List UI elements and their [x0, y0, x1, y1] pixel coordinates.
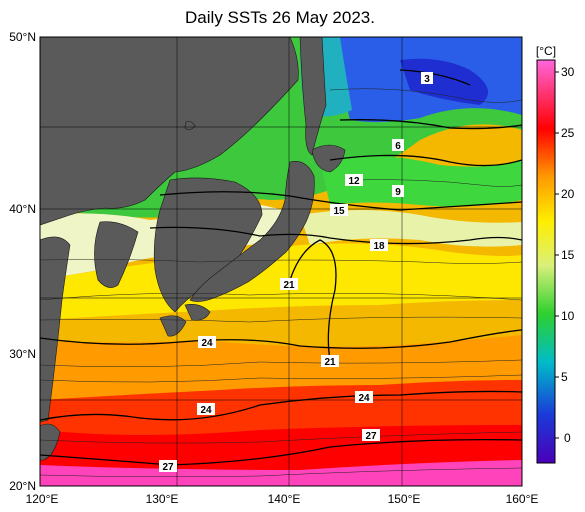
map-frame	[39, 36, 523, 487]
longitude-labels: 120°E 130°E 140°E 150°E 160°E	[26, 492, 539, 506]
lon-label-140e: 140°E	[268, 492, 301, 506]
contour-label-24-c: 24	[200, 405, 212, 416]
contour-label-27-b: 27	[162, 462, 174, 473]
contour-label-3: 3	[424, 74, 430, 85]
contour-label-21-a: 21	[283, 280, 295, 291]
lat-label-50n: 50°N	[9, 30, 36, 44]
lat-label-30n: 30°N	[9, 347, 36, 361]
contour-label-24-a: 24	[201, 338, 213, 349]
lat-label-40n: 40°N	[9, 202, 36, 216]
colorbar-tick-0: 0	[564, 431, 571, 445]
colorbar-unit: [°C]	[536, 44, 556, 58]
lon-label-120e: 120°E	[26, 492, 59, 506]
colorbar-tick-30: 30	[561, 65, 575, 79]
contour-label-27-a: 27	[365, 431, 377, 442]
lon-label-160e: 160°E	[506, 492, 539, 506]
colorbar: [°C] 30 25 20 15 10 5 0	[536, 44, 575, 464]
colorbar-tick-25: 25	[561, 126, 575, 140]
graticule	[40, 37, 522, 486]
sst-map	[40, 37, 522, 486]
contour-lines	[40, 69, 522, 466]
colorbar-tick-15: 15	[561, 248, 575, 262]
minor-contours	[40, 88, 522, 478]
contour-labels: 3 6 12 9 15 18 21 21 24 24 24 27 27	[159, 72, 433, 473]
latitude-labels: 50°N 40°N 30°N 20°N	[9, 30, 36, 493]
contour-label-9: 9	[395, 187, 401, 198]
lon-label-150e: 150°E	[388, 492, 421, 506]
contour-label-15: 15	[333, 206, 345, 217]
contour-label-12: 12	[348, 176, 360, 187]
colorbar-tick-5: 5	[561, 370, 568, 384]
lon-label-130e: 130°E	[146, 492, 179, 506]
colorbar-tick-10: 10	[561, 309, 575, 323]
contour-label-21-b: 21	[324, 357, 336, 368]
contour-label-18: 18	[373, 241, 385, 252]
colorbar-gradient	[536, 59, 556, 464]
colorbar-tick-20: 20	[561, 187, 575, 201]
contour-label-6: 6	[395, 141, 401, 152]
lat-label-20n: 20°N	[9, 479, 36, 493]
map-title: Daily SSTs 26 May 2023.	[185, 8, 375, 27]
land	[40, 37, 346, 461]
contour-label-24-b: 24	[358, 393, 370, 404]
